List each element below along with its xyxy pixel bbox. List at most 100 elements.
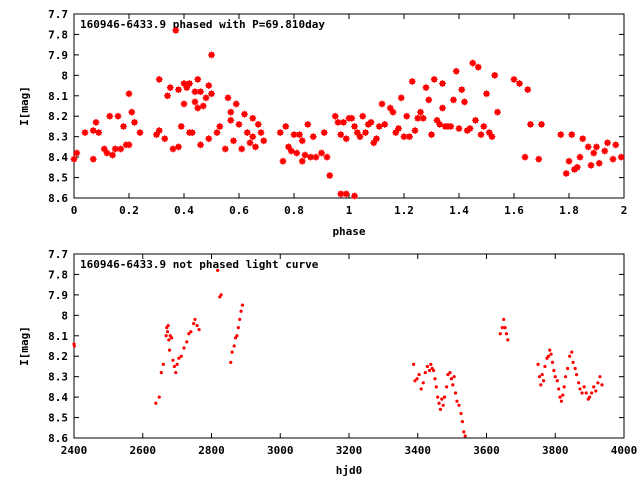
- data-point: [503, 326, 507, 330]
- data-point: [221, 145, 229, 153]
- data-point: [417, 108, 424, 116]
- x-tick-label: 1.6: [504, 204, 524, 217]
- data-point: [367, 118, 375, 126]
- data-point: [516, 80, 523, 87]
- data-point: [197, 88, 204, 96]
- x-tick-label: 0.8: [284, 204, 304, 217]
- data-point: [566, 366, 570, 371]
- data-point: [538, 121, 545, 128]
- data-point: [459, 411, 463, 416]
- x-tick-label: 3200: [336, 444, 363, 457]
- x-tick-label: 1.2: [394, 204, 414, 217]
- data-point: [557, 387, 561, 391]
- data-point: [194, 76, 202, 83]
- data-point: [72, 344, 76, 348]
- data-point: [430, 76, 438, 83]
- data-point: [70, 155, 78, 163]
- data-point: [186, 80, 193, 87]
- data-point: [342, 190, 350, 198]
- data-point: [285, 143, 292, 151]
- data-point: [205, 82, 213, 89]
- data-point: [219, 293, 223, 297]
- data-point: [326, 172, 334, 179]
- data-point: [293, 149, 301, 157]
- data-point: [159, 370, 163, 375]
- data-point: [563, 375, 568, 379]
- data-point: [337, 131, 345, 139]
- data-point: [197, 328, 201, 332]
- data-point: [576, 153, 584, 161]
- data-point: [552, 368, 556, 373]
- data-point: [584, 391, 588, 395]
- y-tick-label: 7.8: [48, 28, 68, 41]
- data-point: [241, 110, 248, 118]
- data-point: [236, 326, 240, 330]
- data-point: [296, 131, 303, 139]
- data-point: [232, 100, 240, 108]
- data-point: [469, 59, 477, 67]
- data-point: [428, 131, 435, 139]
- data-point: [117, 145, 125, 153]
- data-point: [413, 379, 417, 383]
- data-point: [125, 90, 133, 98]
- y-tick-label: 8.1: [48, 330, 68, 343]
- data-point: [342, 135, 350, 143]
- data-point: [161, 135, 169, 143]
- data-point: [298, 157, 306, 165]
- y-tick-label: 8.5: [48, 412, 68, 425]
- data-point: [406, 133, 413, 141]
- data-point: [504, 332, 509, 336]
- data-point: [546, 354, 550, 358]
- data-point: [131, 118, 138, 126]
- y-axis-label: I[mag]: [18, 86, 31, 126]
- data-point: [170, 336, 174, 340]
- data-point: [169, 145, 177, 153]
- data-point: [433, 116, 441, 124]
- data-point: [193, 317, 197, 322]
- data-point: [279, 157, 287, 165]
- data-point: [437, 401, 441, 405]
- data-point: [356, 133, 364, 141]
- data-point: [488, 133, 496, 141]
- data-point: [172, 26, 180, 34]
- data-point: [73, 149, 81, 157]
- data-point: [453, 391, 458, 395]
- data-point: [485, 129, 493, 136]
- data-point: [89, 155, 97, 163]
- data-point: [192, 321, 196, 326]
- data-point: [164, 92, 171, 100]
- x-tick-label: 1.4: [449, 204, 469, 217]
- data-point: [491, 71, 499, 79]
- data-point: [573, 366, 577, 371]
- data-point: [604, 139, 611, 147]
- data-point: [155, 127, 163, 134]
- data-point: [166, 84, 174, 91]
- data-point: [230, 137, 237, 145]
- data-point: [174, 370, 178, 375]
- data-point: [573, 163, 581, 171]
- data-point: [205, 135, 213, 143]
- data-point: [458, 86, 466, 94]
- data-point: [460, 420, 465, 424]
- x-axis-label: hjd0: [336, 464, 363, 477]
- data-point: [570, 350, 574, 354]
- data-point: [540, 373, 544, 377]
- x-tick-label: 3400: [405, 444, 432, 457]
- data-point: [557, 131, 565, 139]
- data-point: [323, 153, 331, 161]
- data-point: [598, 375, 602, 379]
- data-point: [378, 100, 386, 108]
- data-point: [125, 141, 133, 149]
- data-point: [191, 98, 199, 106]
- data-point: [183, 84, 191, 91]
- data-point: [375, 123, 383, 130]
- data-point: [571, 360, 575, 364]
- data-point: [553, 375, 557, 379]
- data-point: [199, 102, 207, 110]
- data-point: [590, 391, 594, 395]
- data-point: [89, 127, 97, 134]
- data-point: [419, 387, 423, 391]
- data-point: [601, 147, 609, 155]
- data-point: [304, 121, 312, 128]
